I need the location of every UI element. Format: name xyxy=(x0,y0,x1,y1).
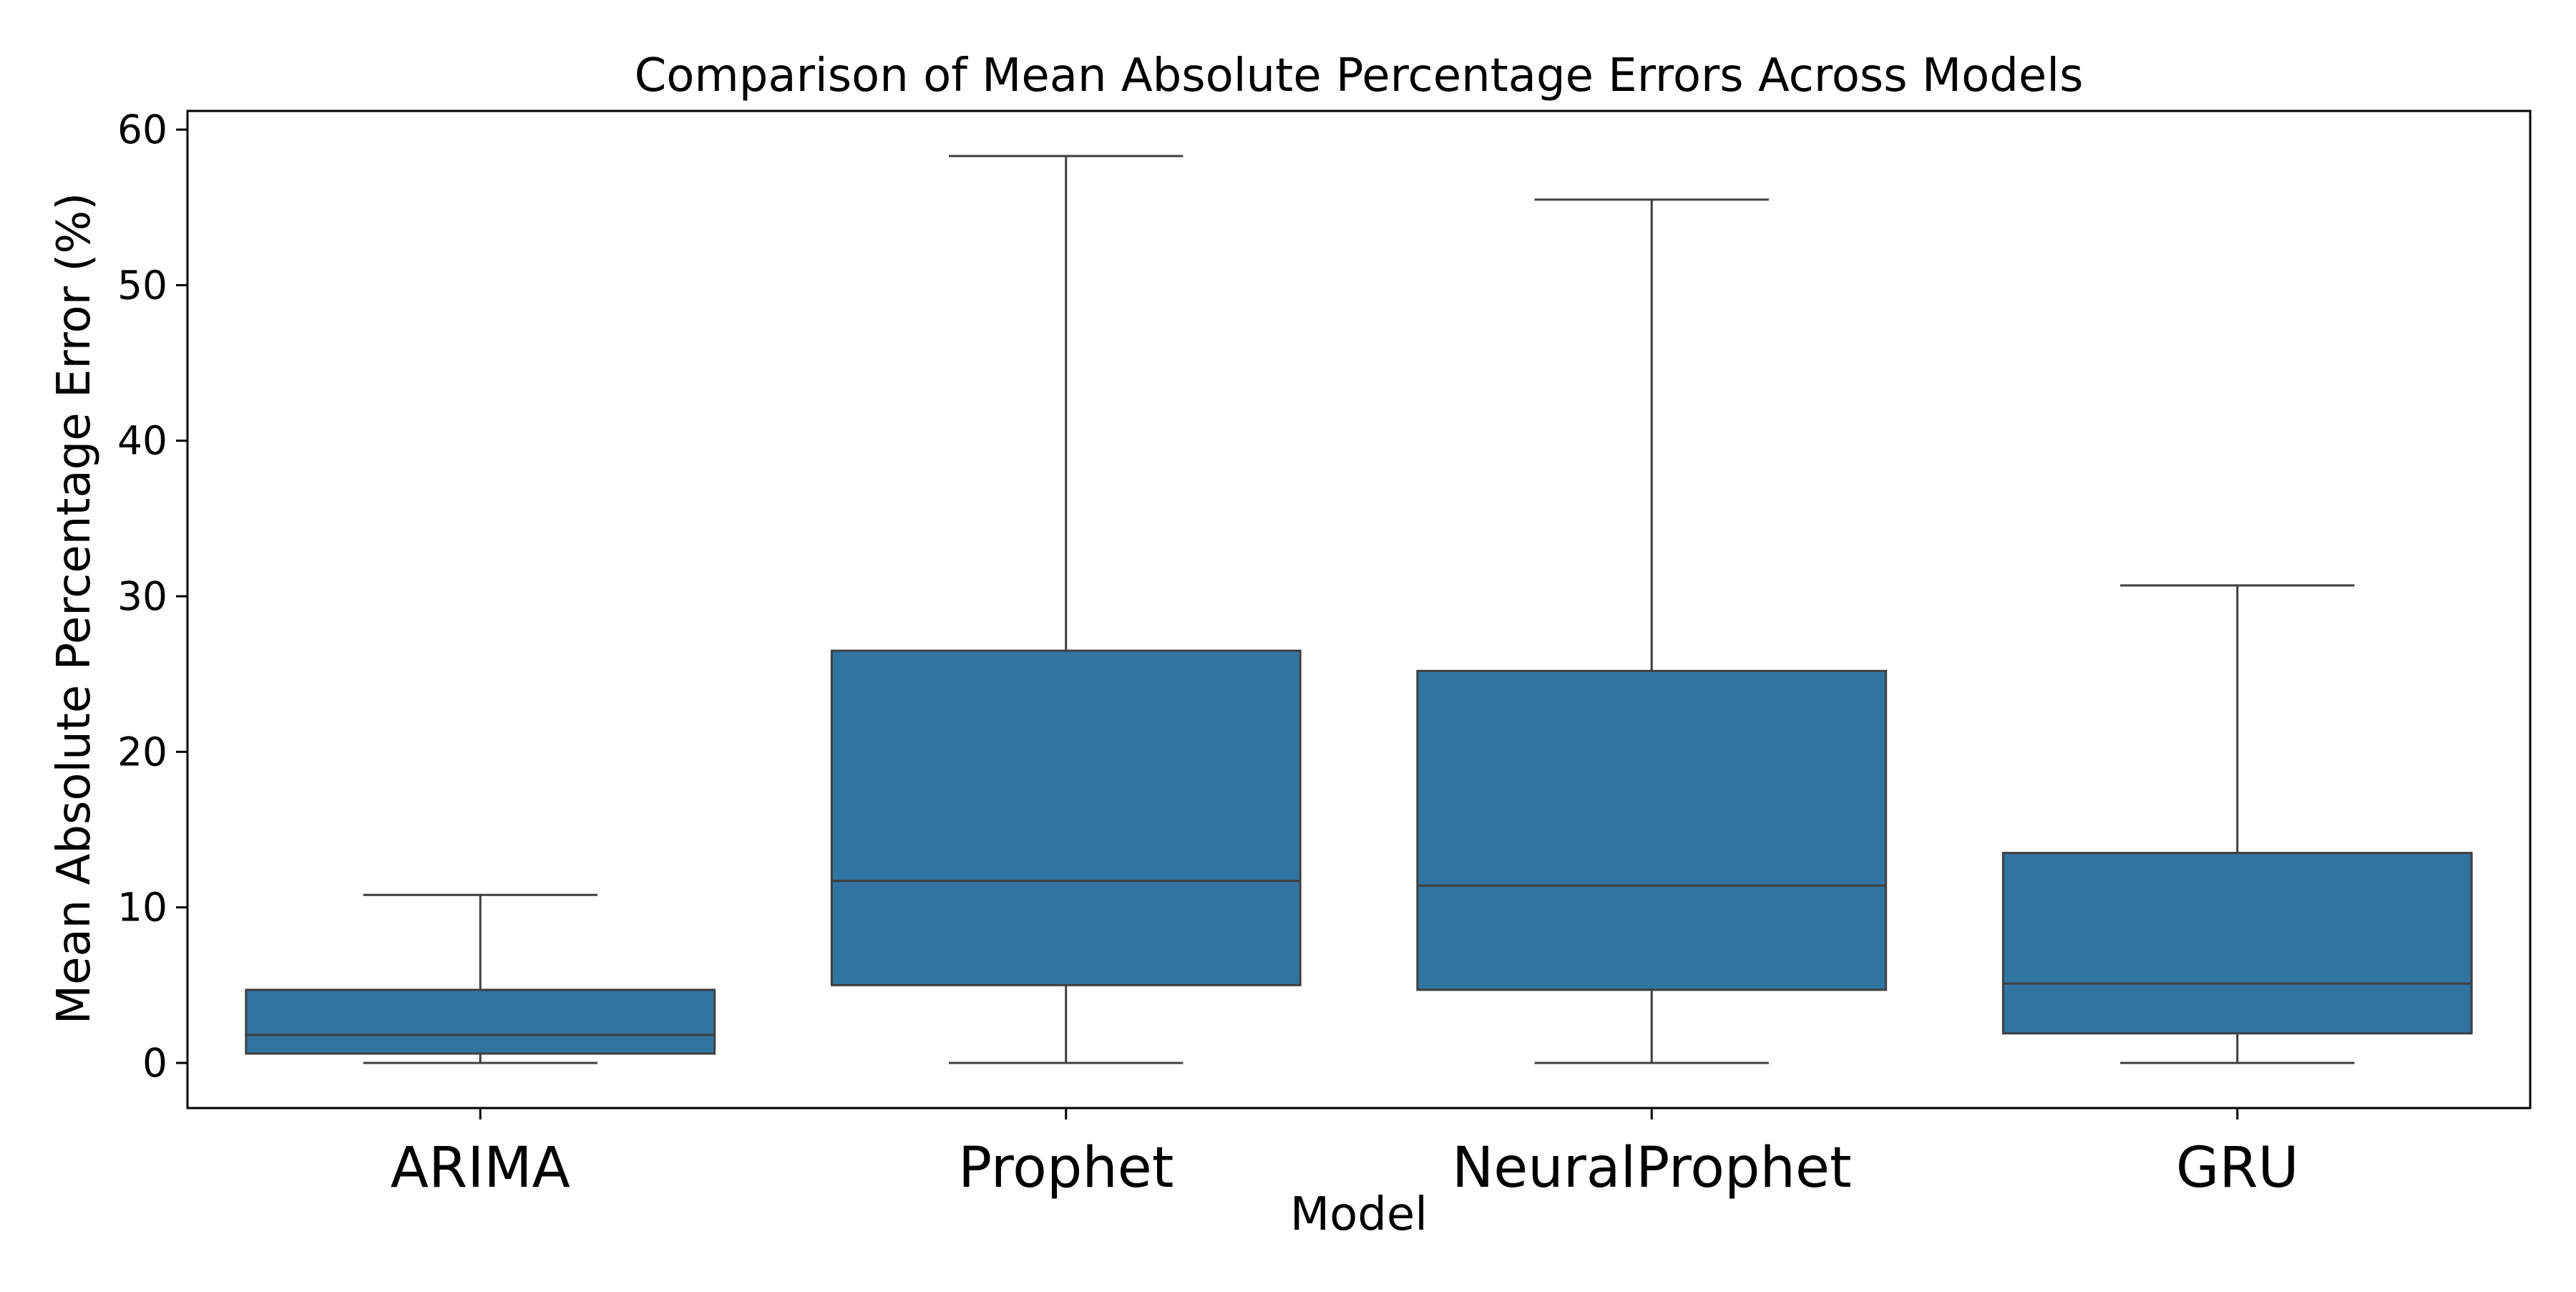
x-tick-label: ARIMA xyxy=(391,1136,570,1200)
y-tick-label: 10 xyxy=(117,885,167,931)
plot-area: 0 10 20 30 40 50 60 ARIMA Prophet NeuralProphet GR… xyxy=(117,107,2473,1200)
iqr-box xyxy=(830,649,1302,986)
iqr-box xyxy=(1416,669,1888,991)
x-tick-label: Prophet xyxy=(958,1136,1174,1200)
y-tick-label: 0 xyxy=(142,1040,167,1086)
iqr-box xyxy=(245,989,716,1055)
iqr-box xyxy=(2001,852,2473,1035)
y-tick-label: 50 xyxy=(117,262,167,308)
y-axis-label: Mean Absolute Percentage Error (%) xyxy=(48,193,101,1024)
chart-title: Comparison of Mean Absolute Percentage E… xyxy=(635,49,2084,102)
x-tick-label: GRU xyxy=(2176,1136,2299,1200)
y-tick-label: 30 xyxy=(117,573,167,619)
x-axis-label: Model xyxy=(1290,1188,1428,1241)
x-tick-label: NeuralProphet xyxy=(1452,1136,1852,1200)
y-tick-label: 60 xyxy=(117,107,167,152)
y-tick-label: 40 xyxy=(117,418,167,464)
y-tick-label: 20 xyxy=(117,729,167,774)
plot-frame xyxy=(186,110,2532,1109)
